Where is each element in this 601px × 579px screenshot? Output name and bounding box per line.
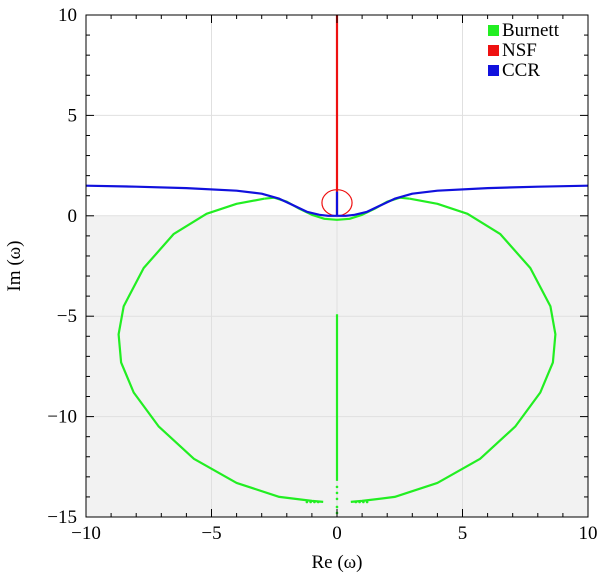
y-tick-label: 10: [58, 5, 77, 26]
burnett-point: [335, 485, 339, 489]
burnett-point: [354, 500, 358, 504]
burnett-point: [358, 500, 361, 504]
series-ccr: [85, 184, 589, 217]
x-tick-label: −5: [201, 523, 221, 544]
x-axis-label: Re (ω): [311, 552, 362, 573]
series-layer: [85, 15, 589, 515]
legend-label-ccr: CCR: [502, 60, 540, 81]
y-tick-label: −15: [47, 507, 77, 528]
burnett-point: [316, 500, 320, 504]
legend-swatch-ccr: [488, 65, 499, 76]
x-tick-label: 5: [458, 523, 468, 544]
burnett-point: [335, 497, 339, 501]
burnett-point: [335, 505, 339, 509]
y-tick-label: 0: [68, 206, 78, 227]
legend-label-nsf: NSF: [502, 40, 537, 61]
burnett-curve: [117, 197, 324, 503]
legend-swatch-nsf: [488, 45, 499, 56]
burnett-point: [362, 500, 365, 504]
x-tick-label: 0: [332, 523, 342, 544]
burnett-point: [335, 491, 339, 495]
x-tick-label: −10: [71, 523, 101, 544]
y-tick-label: 5: [68, 105, 78, 126]
y-tick-label: −5: [57, 306, 77, 327]
axis-ticks: [85, 14, 589, 518]
burnett-point: [305, 500, 309, 504]
legend-swatch-burnett: [488, 25, 499, 36]
y-tick-label: −10: [47, 407, 77, 428]
x-tick-label: 10: [579, 523, 598, 544]
burnett-point: [309, 500, 312, 504]
burnett-point: [365, 500, 369, 504]
legend-label-burnett: Burnett: [502, 20, 560, 41]
burnett-curve: [350, 197, 557, 503]
burnett-point: [313, 500, 316, 504]
y-axis-label: Im (ω): [4, 240, 25, 291]
